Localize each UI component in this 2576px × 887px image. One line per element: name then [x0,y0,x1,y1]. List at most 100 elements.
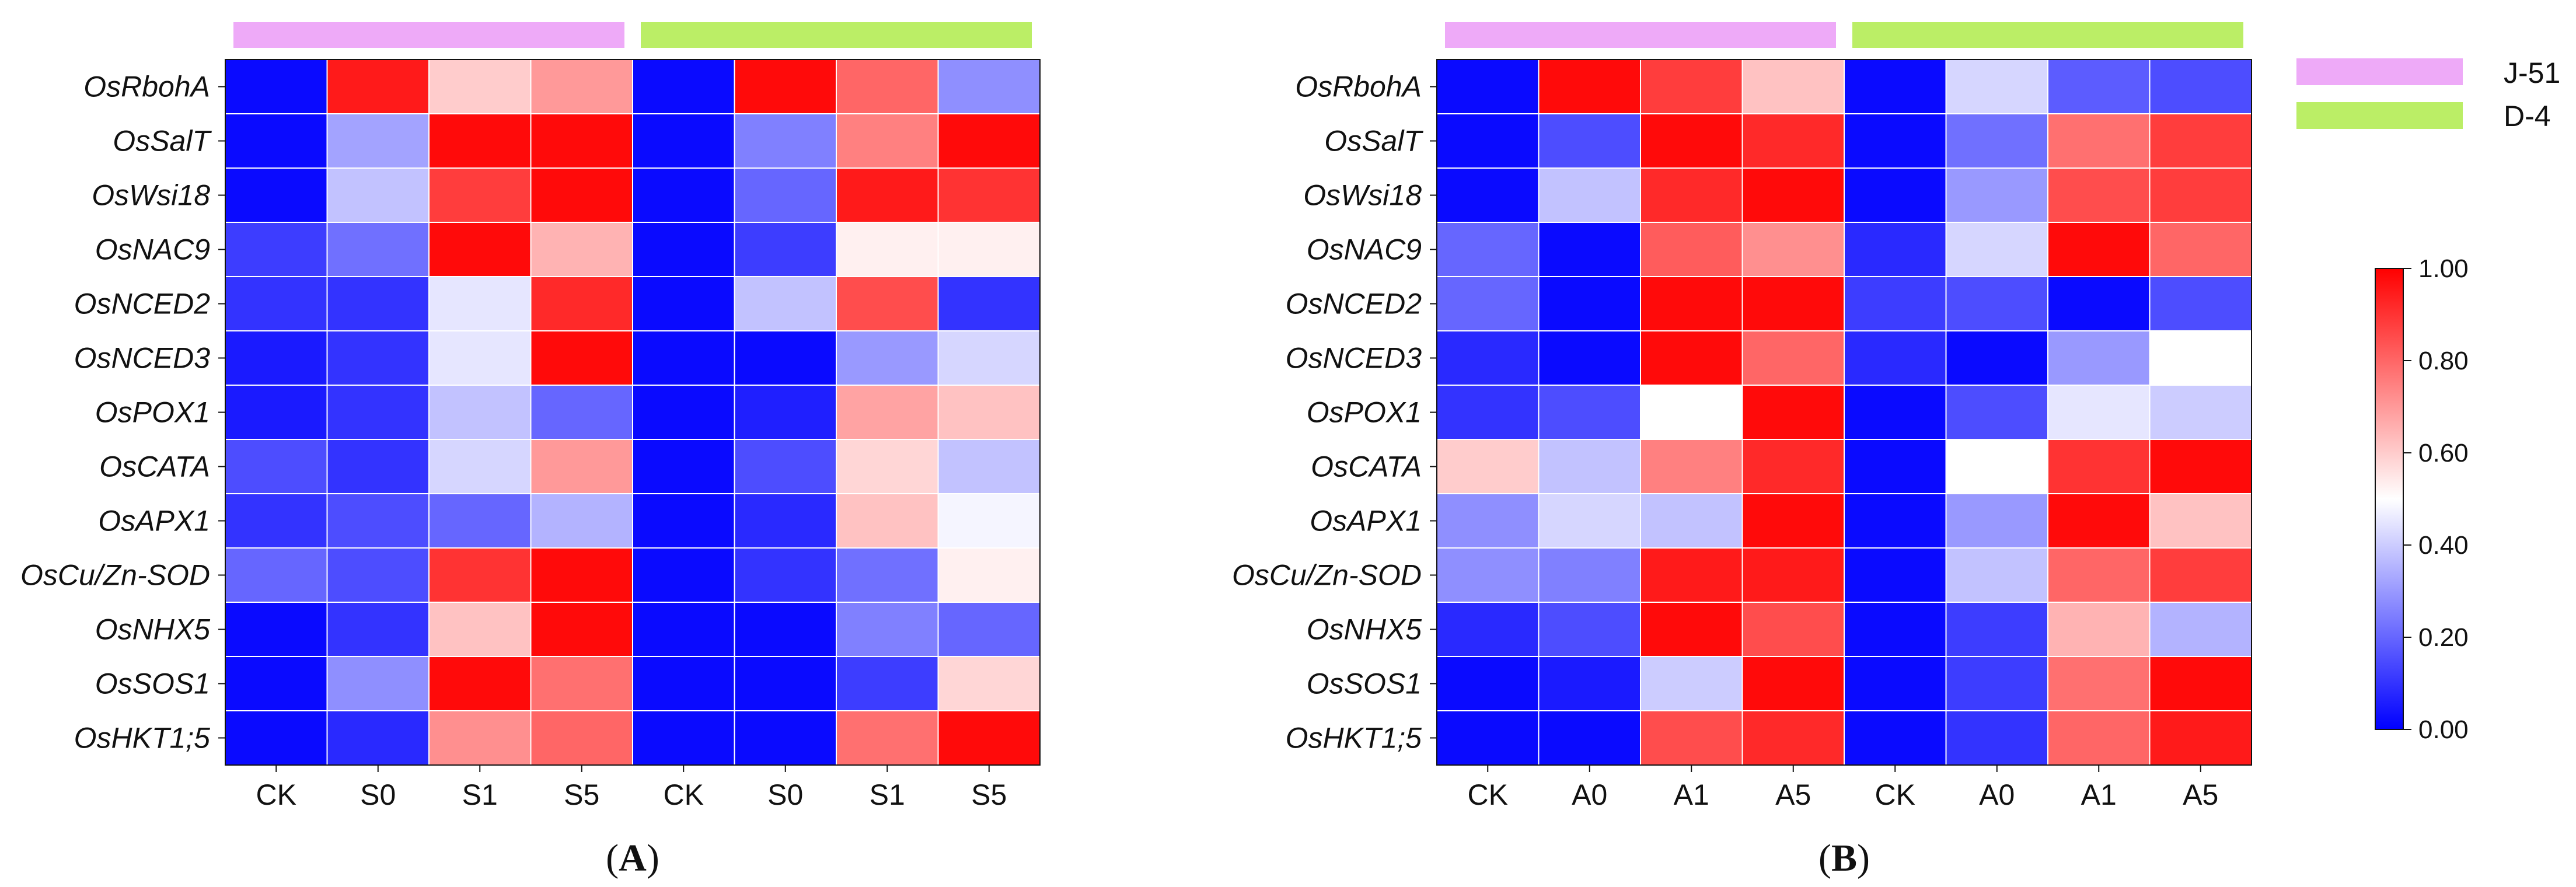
panel-a-cell-ossalt-0 [225,113,328,169]
panel-b-cell-osapx1-7 [2149,493,2252,549]
panel-b-cell-ossalt-2 [1640,113,1743,169]
panel-a-cell-oshkt1-5-4 [632,710,735,766]
panel-a-cell-osnced3-3 [530,330,633,386]
panel-a-cell-oshkt1-5-1 [326,710,430,766]
panel-a-cell-osrboha-1 [326,59,430,114]
panel-b-cell-oscu-zn-sod-2 [1640,547,1743,603]
panel-a-row-label-oscu-zn-sod: OsCu/Zn-SOD [20,559,210,592]
panel-b-cell-osapx1-1 [1538,493,1641,549]
panel-a-cell-osnced2-7 [937,276,1041,331]
panel-b-row-label-osnac9: OsNAC9 [1307,233,1422,266]
panel-a-cell-ossalt-7 [937,113,1041,169]
panel-a-row-label-ospox1: OsPOX1 [95,396,210,429]
panel-b-cell-oshkt1-5-1 [1538,710,1641,766]
panel-a-col-label-3: S5 [564,778,599,811]
panel-a-cell-oscata-1 [326,439,430,494]
panel-b-cell-ossalt-3 [1741,113,1845,169]
group-legend: J-51 D-4 [2296,57,2560,132]
panel-a-cell-osnced2-6 [836,276,939,331]
panel-b-cell-osnhx5-5 [1945,602,2048,657]
panel-a-cell-osapx1-5 [734,493,837,549]
panel-a-cell-osapx1-4 [632,493,735,549]
panel-b-label-letter: B [1831,837,1857,879]
panel-b-cell-osapx1-2 [1640,493,1743,549]
panel-a-cell-osnac9-6 [836,222,939,277]
panel-a-cell-osnced2-4 [632,276,735,331]
panel-b-cell-osrboha-1 [1538,59,1641,114]
panel-b-label: (B) [1818,837,1870,879]
panel-b-cell-osnac9-6 [2047,222,2151,277]
panel-a-cell-osrboha-0 [225,59,328,114]
panel-b-col-label-5: A0 [1979,778,2015,811]
panel-a-row-label-osnhx5: OsNHX5 [95,613,210,646]
panel-a-cell-osnced2-3 [530,276,633,331]
panel-a-cell-osnced3-7 [937,330,1041,386]
panel-a-cell-osnced3-2 [428,330,532,386]
panel-a-cell-oscata-5 [734,439,837,494]
legend-label-j51: J-51 [2504,57,2560,89]
panel-b-row-label-osnced2: OsNCED2 [1286,288,1422,320]
panel-a-cell-osrboha-7 [937,59,1041,114]
panel-b-cell-oscu-zn-sod-7 [2149,547,2252,603]
panel-b-cell-ospox1-5 [1945,385,2048,440]
panel-a-cell-osnac9-4 [632,222,735,277]
panel-b-cell-osnced3-4 [1844,330,1947,386]
panel-a-cell-oscu-zn-sod-0 [225,547,328,603]
colorbar-gradient [2375,268,2404,730]
panel-a-cell-ossalt-4 [632,113,735,169]
panel-b-cell-oscu-zn-sod-3 [1741,547,1845,603]
panel-a-cell-ospox1-1 [326,385,430,440]
panel-b-cell-oshkt1-5-7 [2149,710,2252,766]
panel-a-cell-ossos1-1 [326,656,430,711]
panel-b-cell-oshkt1-5-3 [1741,710,1845,766]
panel-b-cell-osnced2-5 [1945,276,2048,331]
panel-a-label-letter: A [619,837,647,879]
panel-b-cell-oshkt1-5-4 [1844,710,1947,766]
panel-a-cell-oswsi18-3 [530,167,633,223]
panel-a-row-label-osnac9: OsNAC9 [95,233,210,266]
panel-a-cell-ossos1-4 [632,656,735,711]
panel-a-cell-oscata-3 [530,439,633,494]
panel-b-cell-osnac9-3 [1741,222,1845,277]
panel-b-cell-oswsi18-6 [2047,167,2151,223]
panel-b-row-label-osnced3: OsNCED3 [1286,342,1422,375]
panel-a-cell-osrboha-3 [530,59,633,114]
panel-a-col-label-1: S0 [360,778,396,811]
panel-b-cell-osapx1-4 [1844,493,1947,549]
panel-a-cell-osnhx5-4 [632,602,735,657]
panel-a-cell-oscu-zn-sod-4 [632,547,735,603]
panel-b-cell-osnced2-1 [1538,276,1641,331]
panel-a-col-label-2: S1 [462,778,498,811]
panel-a-cell-oswsi18-4 [632,167,735,223]
panel-a-cell-oshkt1-5-5 [734,710,837,766]
panel-a-cell-ospox1-0 [225,385,328,440]
panel-b-cell-oscata-5 [1945,439,2048,494]
panel-b-cell-oscata-1 [1538,439,1641,494]
panel-b-cell-ossalt-6 [2047,113,2151,169]
panel-b-cell-oscu-zn-sod-1 [1538,547,1641,603]
panel-b-col-label-0: CK [1468,778,1508,811]
panel-a-cell-ospox1-5 [734,385,837,440]
colorbar-tick-label-4: 0.80 [2418,347,2469,375]
panel-b-cell-osnac9-4 [1844,222,1947,277]
panel-a-cell-oswsi18-0 [225,167,328,223]
panel-b-cell-ossos1-2 [1640,656,1743,711]
panel-b-cell-osrboha-3 [1741,59,1845,114]
panel-a-col-label-5: S0 [767,778,803,811]
panel-b-col-label-4: CK [1875,778,1915,811]
panel-a-row-label-osrboha: OsRbohA [83,71,210,103]
panel-a-cell-osnced3-1 [326,330,430,386]
panel-a-cell-osnhx5-6 [836,602,939,657]
panel-a-cell-osapx1-0 [225,493,328,549]
panel-b-cell-oswsi18-0 [1436,167,1540,223]
panel-b-cell-oswsi18-5 [1945,167,2048,223]
panel-a-cell-oscu-zn-sod-3 [530,547,633,603]
panel-b-cell-oshkt1-5-5 [1945,710,2048,766]
panel-a-row-label-osnced3: OsNCED3 [74,342,211,375]
panel-b-row-label-osrboha: OsRbohA [1295,71,1422,103]
panel-a-cell-osrboha-6 [836,59,939,114]
panel-a-row-label-oscata: OsCATA [99,451,210,483]
panel-b-cell-osnced3-5 [1945,330,2048,386]
panel-a-cell-osnac9-0 [225,222,328,277]
